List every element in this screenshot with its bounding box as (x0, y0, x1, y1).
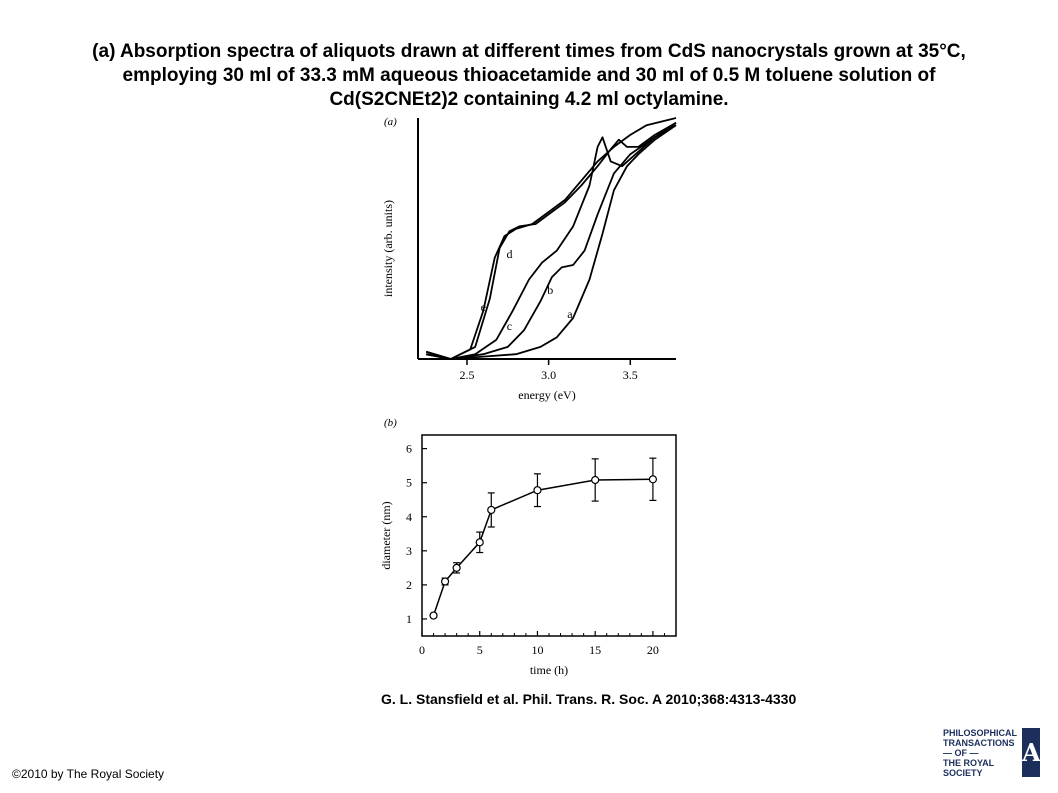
diameter-line (432, 478, 653, 616)
x-tick-label: 5 (477, 643, 483, 657)
y-axis-title: diameter (nm) (379, 501, 393, 569)
x-tick-label: 15 (589, 643, 601, 657)
data-point (475, 538, 484, 547)
curve-label-a: a (567, 307, 573, 321)
panel-label: (b) (384, 417, 397, 429)
x-tick-label: 20 (647, 643, 659, 657)
x-axis-title: energy (eV) (518, 388, 575, 402)
y-tick-label: 3 (406, 544, 412, 558)
x-tick-label: 2.5 (459, 368, 474, 382)
logo-line: The Royal (943, 758, 995, 768)
curve-label-e: e (481, 300, 486, 314)
title-line-3: Cd(S2CNEt2)2 containing 4.2 ml octylamin… (329, 89, 729, 110)
x-axis-title: time (h) (530, 663, 568, 677)
curve-label-c: c (507, 319, 512, 333)
slide-title: (a) Absorption spectra of aliquots drawn… (20, 40, 1038, 113)
y-tick-label: 2 (406, 578, 412, 592)
data-point (591, 475, 600, 485)
logo-line: Transactions (943, 738, 1015, 748)
copyright-notice: ©2010 by The Royal Society (12, 767, 165, 781)
spectrum-curve-b (426, 122, 677, 360)
data-point (648, 475, 658, 484)
data-point (487, 505, 496, 515)
royal-society-logo: Philosophical Transactions — of — The Ro… (943, 728, 1041, 778)
x-tick-label: 10 (531, 643, 543, 657)
y-tick-label: 1 (406, 612, 412, 626)
y-tick-label: 4 (406, 510, 412, 524)
title-line-1: (a) Absorption spectra of aliquots drawn… (92, 41, 966, 62)
logo-line: — of — (943, 748, 979, 758)
x-tick-label: 3.5 (623, 368, 638, 382)
curve-label-d: d (506, 247, 512, 261)
spectrum-curve-c (426, 124, 677, 360)
citation: G. L. Stansfield et al. Phil. Trans. R. … (381, 691, 797, 707)
absorption-spectra-chart: 2.5 3.0 3.5 energy (eV) intensity (arb. unit… (381, 116, 677, 402)
logo-line: Philosophical (943, 728, 1018, 738)
y-tick-label: 6 (406, 442, 412, 456)
data-point (440, 577, 450, 586)
curve-label-b: b (547, 283, 553, 297)
logo-line: Society (943, 768, 983, 778)
spectrum-curve-d (426, 122, 677, 360)
x-tick-label: 3.0 (541, 368, 556, 382)
data-point (452, 563, 461, 572)
diameter-vs-time-chart: 0 5 10 15 20 1 2 3 4 5 6 time (h) diameter (nm) (b) (379, 417, 677, 677)
data-point (533, 486, 542, 495)
plot-frame (421, 434, 677, 637)
x-tick-label: 0 (419, 643, 425, 657)
logo-letter: A (1022, 728, 1041, 777)
title-line-2: employing 30 ml of 33.3 mM aqueous thioa… (122, 65, 936, 86)
data-point (429, 611, 438, 620)
y-tick-label: 5 (406, 476, 412, 490)
logo-text: Philosophical Transactions — of — The Ro… (943, 728, 1021, 778)
spectrum-curve-e (425, 117, 677, 360)
spectrum-curve-a (425, 124, 677, 360)
panel-label: (a) (384, 116, 397, 128)
y-axis-title: intensity (arb. units) (381, 200, 395, 297)
